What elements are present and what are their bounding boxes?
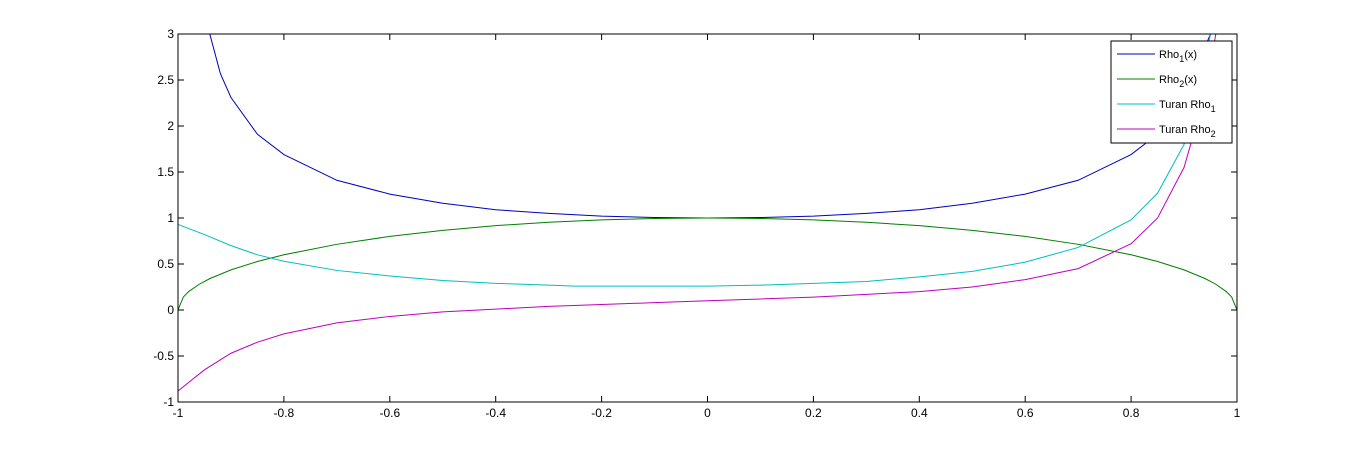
y-tick-label: 2.5 — [157, 73, 174, 87]
x-tick-label: 0.2 — [805, 406, 822, 420]
series-layer — [178, 34, 1237, 392]
legend-label-3: Turan Rho1 — [1159, 99, 1216, 114]
x-tick-label: 0.4 — [911, 406, 928, 420]
series-line-4 — [178, 34, 1217, 392]
legend-box — [1110, 40, 1233, 144]
y-tick-label: 1 — [167, 211, 174, 225]
x-tick-label: -0.6 — [379, 406, 400, 420]
x-tick-label: 0 — [704, 406, 711, 420]
x-axis: -1 -0.8 -0.6 -0.4 -0.2 0 0.2 0.4 0.6 0.8 1 — [173, 34, 1241, 420]
legend-label-4: Turan Rho2 — [1159, 124, 1216, 139]
legend-label-2: Rho2(x) — [1159, 74, 1197, 89]
x-tick-label: 0.6 — [1017, 406, 1034, 420]
y-tick-label: -0.5 — [153, 349, 174, 363]
y-tick-label: 0.5 — [157, 257, 174, 271]
legend: Rho1(x) Rho2(x) Turan Rho1 Turan Rho2 — [1110, 40, 1233, 144]
y-tick-label: 3 — [167, 27, 174, 41]
x-tick-label: 1 — [1234, 406, 1241, 420]
x-tick-label: 0.8 — [1123, 406, 1140, 420]
x-tick-label: -0.4 — [485, 406, 506, 420]
legend-label-1: Rho1(x) — [1159, 49, 1197, 64]
x-tick-label: -0.8 — [274, 406, 295, 420]
x-tick-label: -0.2 — [591, 406, 612, 420]
y-tick-label: 0 — [167, 303, 174, 317]
y-axis: -1 -0.5 0 0.5 1 1.5 2 2.5 3 — [153, 27, 1237, 409]
series-line-3 — [178, 34, 1212, 287]
x-tick-label: -1 — [173, 406, 184, 420]
y-tick-label: 1.5 — [157, 165, 174, 179]
series-line-2 — [178, 217, 1237, 311]
y-tick-label: -1 — [163, 395, 174, 409]
y-tick-label: 2 — [167, 119, 174, 133]
